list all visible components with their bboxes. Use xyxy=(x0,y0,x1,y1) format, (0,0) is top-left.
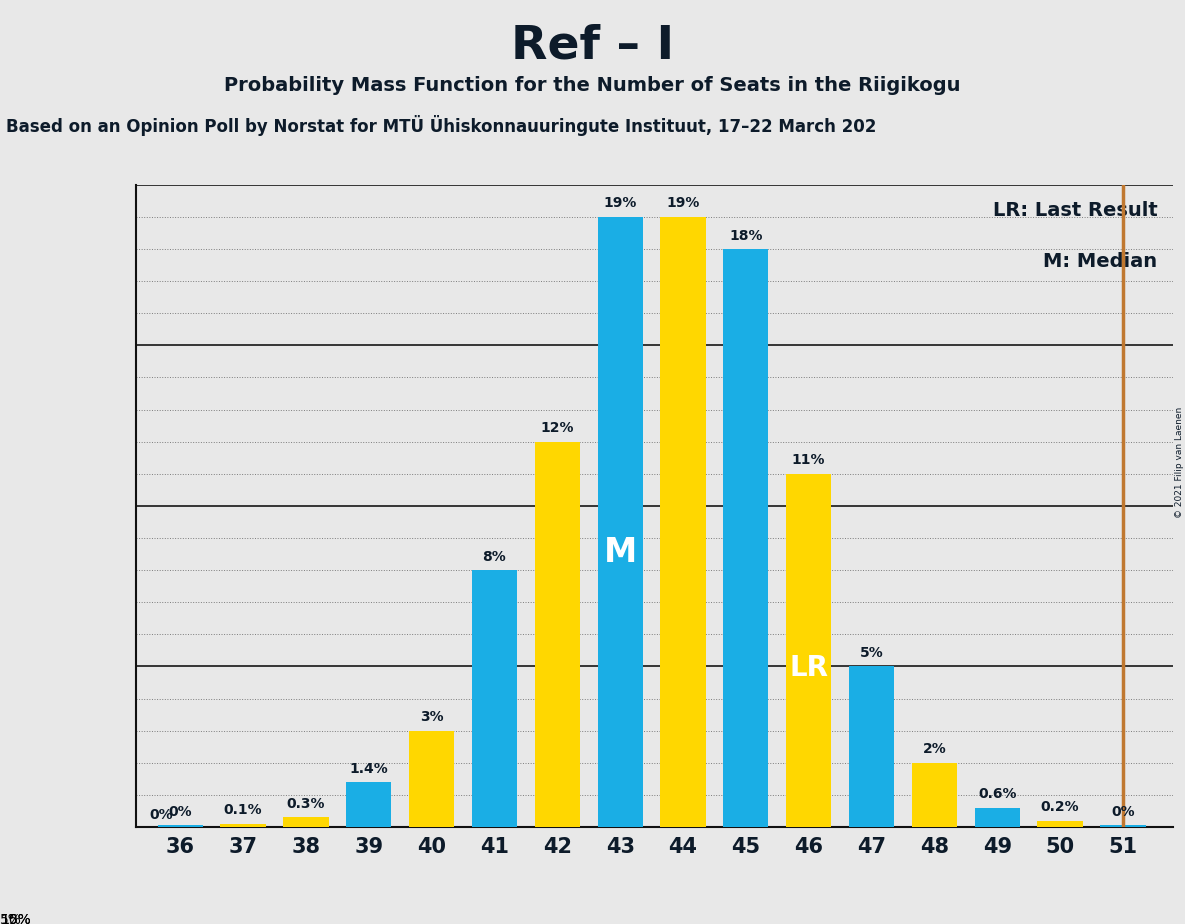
Text: M: Median: M: Median xyxy=(1044,252,1158,272)
Bar xyxy=(723,249,768,827)
Text: Based on an Opinion Poll by Norstat for MTÜ Ühiskonnauuringute Instituut, 17–22 : Based on an Opinion Poll by Norstat for … xyxy=(6,115,876,136)
Bar xyxy=(786,474,832,827)
Bar xyxy=(660,217,705,827)
Text: M: M xyxy=(603,536,636,569)
Bar xyxy=(158,825,203,827)
Text: 0%: 0% xyxy=(1112,805,1135,819)
Text: 0.2%: 0.2% xyxy=(1040,800,1080,814)
Text: LR: LR xyxy=(789,654,828,682)
Bar xyxy=(974,808,1020,827)
Bar xyxy=(1100,825,1146,827)
Bar xyxy=(597,217,642,827)
Text: Probability Mass Function for the Number of Seats in the Riigikogu: Probability Mass Function for the Number… xyxy=(224,76,961,95)
Text: 2%: 2% xyxy=(922,742,947,757)
Text: 19%: 19% xyxy=(666,197,699,211)
Bar xyxy=(346,782,391,827)
Text: LR: Last Result: LR: Last Result xyxy=(993,201,1158,220)
Bar xyxy=(1037,821,1083,827)
Bar xyxy=(534,442,579,827)
Text: © 2021 Filip van Laenen: © 2021 Filip van Laenen xyxy=(1174,407,1184,517)
Text: 5%: 5% xyxy=(859,646,883,660)
Text: 0.1%: 0.1% xyxy=(224,803,262,818)
Text: 19%: 19% xyxy=(603,197,636,211)
Bar xyxy=(911,763,957,827)
Text: 15%: 15% xyxy=(0,913,31,924)
Text: 10%: 10% xyxy=(0,913,31,924)
Bar xyxy=(220,824,265,827)
Bar xyxy=(472,570,517,827)
Text: 5%: 5% xyxy=(0,913,21,924)
Text: 0.3%: 0.3% xyxy=(287,796,325,811)
Text: 0%: 0% xyxy=(149,808,173,822)
Text: 18%: 18% xyxy=(729,228,763,243)
Text: 8%: 8% xyxy=(482,550,506,564)
Text: 12%: 12% xyxy=(540,421,574,435)
Bar xyxy=(283,818,328,827)
Text: 0.6%: 0.6% xyxy=(978,787,1017,801)
Text: Ref – I: Ref – I xyxy=(511,23,674,68)
Text: 11%: 11% xyxy=(792,454,826,468)
Text: 3%: 3% xyxy=(419,711,443,724)
Text: 0%: 0% xyxy=(168,805,192,819)
Bar xyxy=(848,666,895,827)
Text: 1.4%: 1.4% xyxy=(350,761,389,775)
Bar xyxy=(409,731,454,827)
